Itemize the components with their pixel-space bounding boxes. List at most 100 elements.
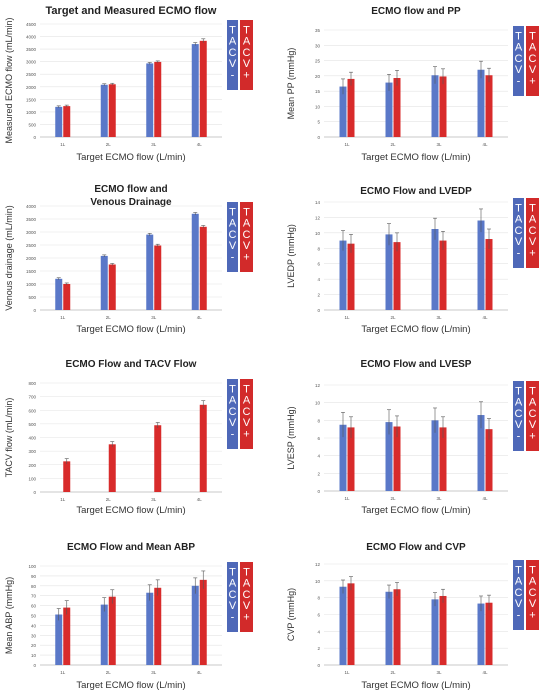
x-tick-label: 3L	[151, 315, 157, 320]
x-tick-label: 1L	[344, 496, 350, 501]
legend-label-tacv-plus: C	[243, 406, 251, 418]
legend-label-tacv-plus: C	[529, 587, 537, 599]
legend-label-tacv-plus: A	[243, 218, 251, 230]
legend-label-tacv-plus: A	[243, 578, 251, 590]
y-tick-label: 20	[315, 74, 321, 79]
y-tick-label: 3500	[26, 47, 37, 52]
x-tick-label: 2L	[390, 670, 396, 675]
bar-tacv-plus	[108, 444, 116, 492]
legend-label-tacv-minus: V	[229, 600, 237, 612]
y-tick-label: 2	[317, 646, 320, 651]
legend-label-tacv-minus: -	[231, 428, 235, 440]
bar-tacv-minus	[431, 229, 439, 310]
bar-tacv-minus	[55, 278, 63, 310]
x-tick-label: 3L	[151, 142, 157, 147]
legend-label-tacv-minus: V	[515, 236, 523, 248]
y-tick-label: 700	[28, 395, 36, 400]
bar-tacv-plus	[485, 429, 493, 491]
bar-tacv-plus	[485, 602, 493, 665]
y-tick-label: 400	[28, 436, 36, 441]
legend-label-tacv-plus: T	[529, 202, 536, 214]
x-tick-label: 1L	[60, 142, 66, 147]
legend-tacv-plus	[526, 381, 539, 451]
legend-label-tacv-minus: C	[229, 589, 237, 601]
y-tick-label: 0	[33, 663, 36, 668]
legend-tacv-plus	[526, 198, 539, 268]
bar-tacv-plus	[108, 84, 116, 137]
bar-tacv-plus	[199, 226, 207, 310]
legend-tacv-plus	[240, 202, 253, 272]
legend-label-tacv-plus: A	[529, 397, 537, 409]
legend-label-tacv-minus: T	[515, 202, 522, 214]
legend-label-tacv-plus: C	[243, 589, 251, 601]
x-tick-label: 4L	[482, 670, 488, 675]
y-tick-label: 3000	[26, 60, 37, 65]
y-tick-label: 8	[317, 246, 320, 251]
x-axis-label: Target ECMO flow (L/min)	[76, 505, 185, 516]
y-tick-label: 8	[317, 418, 320, 423]
x-axis-label: Target ECMO flow (L/min)	[361, 680, 470, 691]
bar-tacv-plus	[199, 40, 207, 137]
y-tick-label: 300	[28, 449, 36, 454]
chart-panel-7: ECMO Flow and Mean ABP Mean ABP (mmHg) Tar…	[4, 542, 253, 691]
legend-label-tacv-minus: T	[229, 206, 236, 218]
bar-tacv-minus	[339, 586, 347, 665]
bar-tacv-minus	[191, 213, 199, 310]
legend-label-tacv-minus: -	[231, 69, 235, 81]
legend-label-tacv-plus: V	[243, 58, 251, 70]
x-tick-label: 3L	[436, 142, 442, 147]
legend-label-tacv-minus: A	[515, 214, 523, 226]
x-tick-label: 2L	[106, 142, 112, 147]
x-tick-label: 1L	[344, 142, 350, 147]
chart-panel-1: Target and Measured ECMO flow Measured EC…	[4, 5, 253, 163]
y-tick-label: 0	[317, 663, 320, 668]
legend-label-tacv-minus: C	[229, 229, 237, 241]
bar-tacv-minus	[477, 603, 485, 665]
y-tick-label: 50	[31, 614, 37, 619]
legend-label-tacv-plus: T	[529, 564, 536, 576]
legend-label-tacv-plus: C	[243, 47, 251, 59]
x-tick-label: 1L	[60, 315, 66, 320]
bar-tacv-minus	[477, 69, 485, 137]
legend-label-tacv-plus: C	[243, 229, 251, 241]
y-tick-label: 0	[33, 135, 36, 140]
chart-title: ECMO Flow and LVEDP	[360, 186, 472, 197]
y-tick-label: 10	[315, 579, 321, 584]
legend-label-tacv-minus: T	[515, 30, 522, 42]
bar-tacv-plus	[393, 589, 401, 665]
bar-tacv-minus	[146, 234, 154, 310]
legend-label-tacv-plus: V	[529, 598, 537, 610]
legend-tacv-plus	[240, 379, 253, 449]
y-tick-label: 8	[317, 596, 320, 601]
legend-label-tacv-plus: T	[243, 206, 250, 218]
y-tick-label: 600	[28, 408, 36, 413]
chart-title: ECMO Flow and Mean ABP	[67, 542, 195, 553]
y-tick-label: 500	[28, 422, 36, 427]
legend-tacv-plus	[526, 560, 539, 630]
y-tick-label: 500	[28, 295, 36, 300]
bar-tacv-minus	[191, 44, 199, 137]
legend-label-tacv-plus: T	[243, 24, 250, 36]
x-tick-label: 1L	[344, 315, 350, 320]
y-axis-label: LVESP (mmHg)	[286, 406, 296, 469]
bar-tacv-minus	[100, 84, 108, 137]
y-tick-label: 30	[31, 633, 37, 638]
chart-panel-5: ECMO Flow and TACV Flow TACV flow (mL/min…	[4, 359, 253, 516]
y-tick-label: 3000	[26, 230, 37, 235]
x-tick-label: 4L	[197, 142, 203, 147]
x-axis-label: Target ECMO flow (L/min)	[361, 324, 470, 335]
bar-tacv-plus	[347, 78, 355, 137]
legend-label-tacv-minus: C	[229, 406, 237, 418]
legend-label-tacv-plus: +	[243, 428, 249, 440]
y-tick-label: 5	[317, 120, 320, 125]
bar-tacv-plus	[439, 240, 447, 310]
legend-label-tacv-minus: C	[515, 408, 523, 420]
y-tick-label: 2	[317, 293, 320, 298]
bar-tacv-minus	[55, 614, 63, 665]
x-tick-label: 1L	[60, 497, 66, 502]
legend-label-tacv-plus: +	[529, 75, 535, 87]
bar-tacv-plus	[63, 106, 71, 137]
legend-label-tacv-plus: C	[529, 408, 537, 420]
bar-tacv-minus	[477, 415, 485, 491]
bar-tacv-minus	[55, 106, 63, 137]
